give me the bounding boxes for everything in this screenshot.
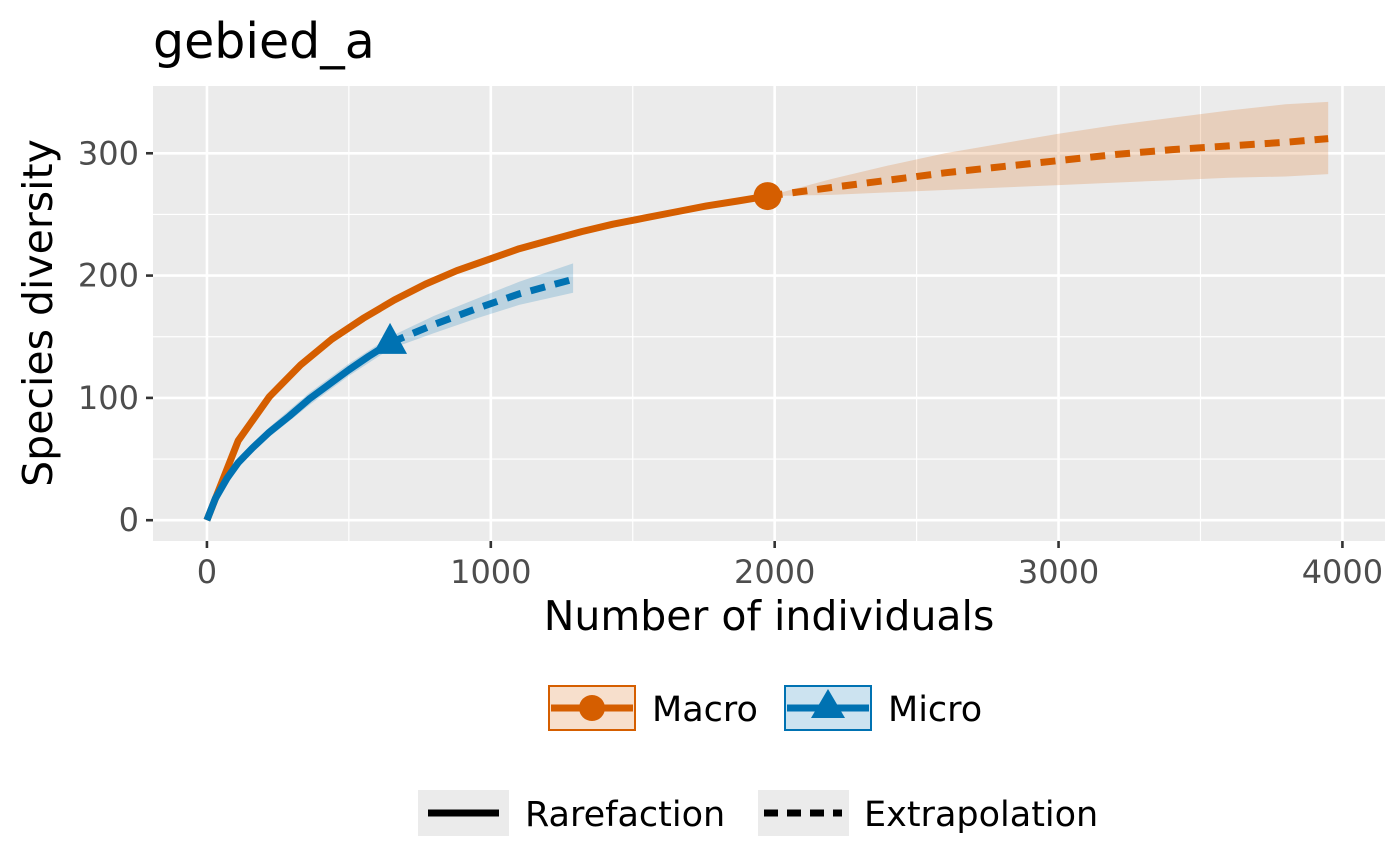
- legend-item-micro: Micro: [784, 685, 982, 731]
- x-tick-label: 2000: [734, 553, 815, 591]
- micro-extrapolation-line: [388, 275, 575, 347]
- legend-item-macro: Macro: [548, 685, 758, 731]
- legend-label-micro: Micro: [888, 690, 982, 730]
- x-tick-label: 3000: [1018, 553, 1099, 591]
- micro-rarefaction-line: [203, 339, 392, 522]
- tick-labels: 0 1000 2000 3000 4000 0 100 200 300: [78, 134, 1383, 591]
- legend-label-rarefaction: Rarefaction: [525, 795, 725, 835]
- y-tick-label: 100: [78, 379, 139, 417]
- y-tick-label: 300: [78, 134, 139, 172]
- x-tick-label: 0: [197, 553, 217, 591]
- series-lines: [203, 135, 1329, 522]
- series-legend: Macro Micro: [548, 685, 982, 731]
- y-tick-label: 0: [119, 501, 139, 539]
- y-axis-title: Species diversity: [14, 139, 62, 487]
- grid-minor: [153, 86, 1385, 541]
- x-axis-title: Number of individuals: [544, 592, 995, 640]
- macro-confidence-band: [767, 101, 1329, 197]
- legend-item-extrapolation: Extrapolation: [758, 790, 1098, 836]
- legend-marker-macro: [579, 695, 605, 721]
- legend-label-extrapolation: Extrapolation: [864, 795, 1098, 835]
- macro-extrapolation-line: [767, 135, 1329, 200]
- legend-marker-micro: [811, 689, 845, 718]
- grid-major: [153, 86, 1385, 541]
- observed-markers: [373, 182, 782, 354]
- macro-rarefaction-line: [203, 192, 769, 522]
- y-tick-label: 200: [78, 257, 139, 295]
- plot-panel: [153, 86, 1385, 541]
- axis-ticks: [146, 151, 1344, 548]
- micro-observed-point: [373, 322, 408, 354]
- macro-observed-point: [753, 182, 782, 211]
- chart-title: gebied_a: [153, 13, 375, 70]
- x-tick-label: 4000: [1302, 553, 1383, 591]
- legend-label-macro: Macro: [652, 690, 758, 730]
- legend-item-rarefaction: Rarefaction: [418, 790, 725, 836]
- x-tick-label: 1000: [450, 553, 531, 591]
- linetype-legend: Rarefaction Extrapolation: [418, 790, 1098, 836]
